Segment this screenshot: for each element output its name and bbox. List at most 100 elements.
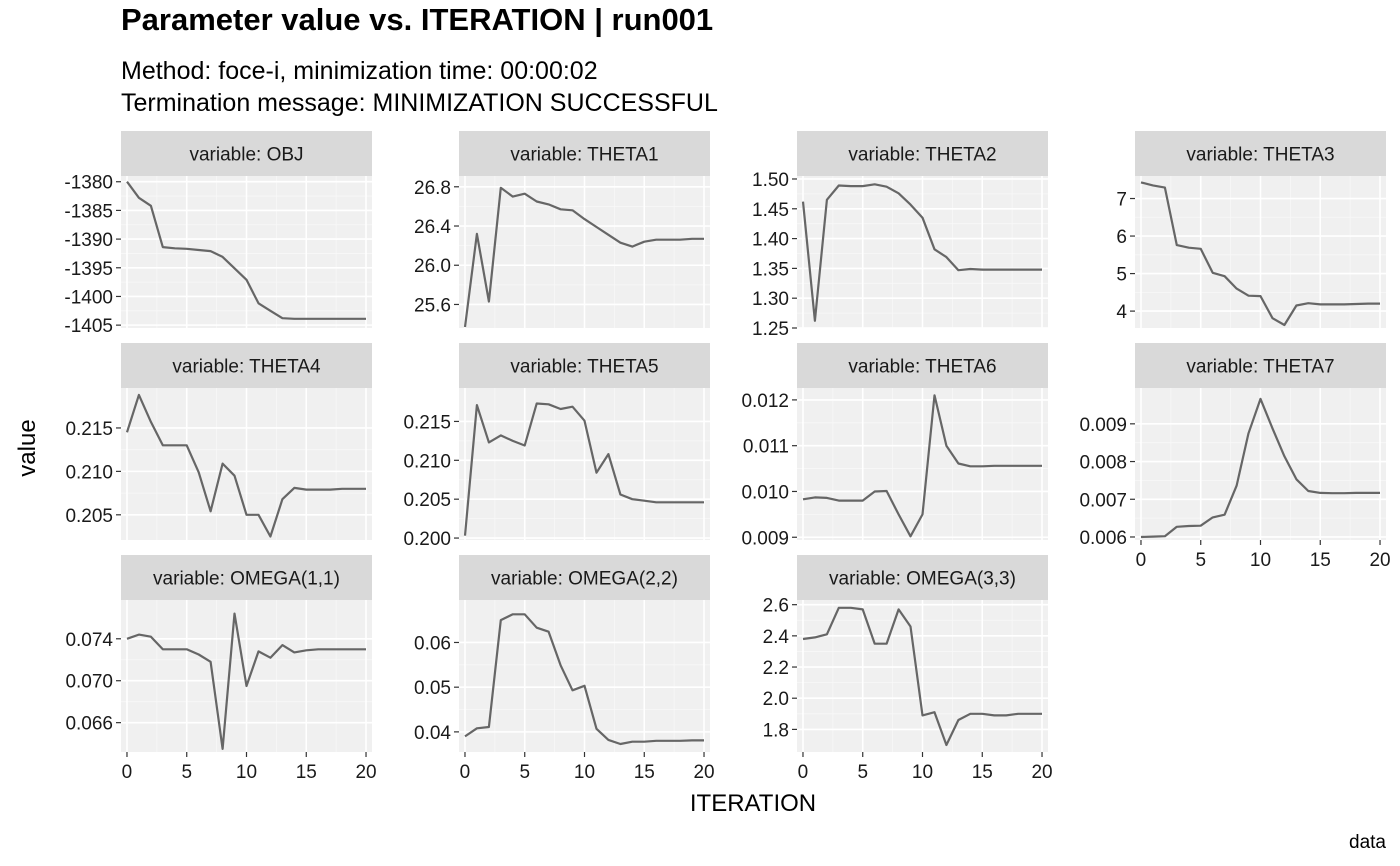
y-tick-label: 1.30 — [752, 289, 789, 310]
series-line — [125, 393, 366, 538]
y-axis-label: value — [14, 419, 41, 477]
y-tick-label: 26.4 — [414, 217, 451, 238]
facet-strip — [121, 343, 372, 388]
facet-strip-label: variable: THETA4 — [172, 357, 321, 378]
series-line — [801, 183, 1042, 322]
y-tick-label: 1.35 — [752, 259, 789, 280]
y-tick-label: 26.0 — [414, 256, 451, 277]
chart-subtitle: Method: foce-i, minimization time: 00:00… — [121, 55, 718, 119]
x-tick-label: 5 — [181, 762, 192, 783]
y-tick-label: 0.010 — [741, 482, 789, 503]
x-tick-label: 10 — [912, 762, 933, 783]
y-tick-label: 1.25 — [752, 319, 789, 340]
y-tick-label: 0.074 — [65, 630, 113, 651]
x-tick-label: 15 — [296, 762, 317, 783]
series-line — [464, 613, 704, 746]
series-line — [126, 181, 366, 320]
facet-strip-label: variable: THETA1 — [510, 145, 658, 166]
facet-panel: variable: OMEGA(2,2) 0.04 0.05 0.06 0 5 10 15 20 — [414, 555, 715, 783]
y-tick-label: 0.012 — [741, 391, 789, 412]
y-tick-label: 0.006 — [1079, 528, 1127, 549]
y-tick-label: 1.45 — [752, 200, 789, 221]
y-tick-label: 7 — [1116, 190, 1127, 211]
x-tick-label: 15 — [1310, 550, 1331, 571]
x-tick-label: 20 — [693, 762, 714, 783]
y-tick-label: 6 — [1116, 227, 1127, 248]
series-line — [802, 394, 1042, 538]
y-tick-label: -1400 — [64, 287, 113, 308]
y-tick-label: 0.070 — [65, 672, 113, 693]
facet-panel: variable: THETA4 0.205 0.210 0.215 — [65, 343, 372, 540]
facet-strip — [797, 131, 1048, 176]
y-tick-label: -1390 — [64, 230, 113, 251]
y-tick-label: 0.05 — [414, 678, 451, 699]
facet-panel: variable: OMEGA(1,1) 0.066 0.070 0.074 0 5 10 1… — [65, 555, 377, 783]
facet-panel: variable: THETA1 25.6 26.0 26.4 26.8 — [414, 131, 710, 328]
y-tick-label: 1.50 — [752, 170, 789, 191]
facet-strip-label: variable: THETA7 — [1186, 357, 1334, 378]
facet-strip-label: variable: OMEGA(3,3) — [829, 569, 1016, 590]
y-tick-label: 2.0 — [763, 689, 789, 710]
x-tick-label: 10 — [1250, 550, 1271, 571]
facet-strip-label: variable: OMEGA(2,2) — [491, 569, 678, 590]
facet-strip — [121, 131, 372, 176]
x-tick-label: 5 — [519, 762, 530, 783]
y-tick-label: 4 — [1116, 302, 1127, 323]
facet-strip — [797, 555, 1048, 600]
series-line — [463, 186, 704, 328]
y-tick-label: -1380 — [64, 173, 113, 194]
facet-panel: variable: THETA5 0.200 0.205 0.210 0.215 — [403, 343, 710, 550]
x-tick-label: 0 — [1136, 550, 1147, 571]
y-tick-label: 0.210 — [65, 462, 113, 483]
y-tick-label: 1.40 — [752, 230, 789, 251]
facet-panel: variable: THETA2 1.25 1.30 1.35 1.40 1.45 1.50 — [752, 131, 1048, 340]
facet-strip — [1135, 343, 1386, 388]
y-tick-label: 2.2 — [763, 658, 789, 679]
facet-strip — [459, 131, 710, 176]
facet-strip-label: variable: OMEGA(1,1) — [153, 569, 340, 590]
facet-panel: variable: OMEGA(3,3) 1.8 2.0 2.2 2.4 2.6 0 5 10 1… — [763, 555, 1053, 783]
y-tick-label: 2.4 — [763, 627, 790, 648]
caption: data — [1349, 832, 1386, 853]
y-tick-label: 2.6 — [763, 596, 789, 617]
x-tick-label: 0 — [122, 762, 133, 783]
series-line — [126, 612, 366, 751]
x-tick-label: 20 — [1031, 762, 1052, 783]
facet-strip — [797, 343, 1048, 388]
series-line — [463, 402, 704, 536]
series-line — [802, 606, 1042, 747]
y-tick-label: 0.011 — [743, 437, 789, 458]
facet-strip-label: variable: THETA2 — [848, 145, 996, 166]
y-tick-label: 0.215 — [403, 412, 451, 433]
y-tick-label: 0.066 — [65, 714, 113, 735]
x-tick-label: 0 — [460, 762, 471, 783]
y-tick-label: 0.009 — [741, 528, 789, 549]
x-tick-label: 20 — [355, 762, 376, 783]
y-tick-label: 0.205 — [65, 506, 113, 527]
facet-strip — [121, 555, 372, 600]
y-tick-label: 0.210 — [403, 451, 451, 472]
y-tick-label: -1385 — [64, 201, 113, 222]
subtitle-line-termination: Termination message: MINIMIZATION SUCCES… — [121, 89, 718, 117]
x-tick-label: 10 — [236, 762, 257, 783]
y-tick-label: 0.205 — [403, 490, 451, 511]
facet-strip-label: variable: OBJ — [189, 145, 303, 166]
facet-panel: variable: THETA6 0.009 0.010 0.011 0.012 — [741, 343, 1048, 549]
facet-strip-label: variable: THETA5 — [510, 357, 658, 378]
facet-strip — [1135, 131, 1386, 176]
y-tick-label: 0.215 — [65, 419, 113, 440]
facet-panel: variable: THETA3 4 5 6 7 — [1116, 131, 1386, 328]
y-tick-label: 0.008 — [1079, 453, 1127, 474]
y-tick-label: 5 — [1116, 265, 1127, 286]
y-tick-label: 26.8 — [414, 178, 451, 199]
x-tick-label: 20 — [1369, 550, 1390, 571]
x-tick-label: 10 — [574, 762, 595, 783]
y-tick-label: 0.200 — [403, 529, 451, 550]
y-tick-label: 0.04 — [414, 723, 451, 744]
y-tick-label: 0.007 — [1079, 490, 1127, 511]
chart-title: Parameter value vs. ITERATION | run001 — [121, 2, 714, 37]
y-tick-label: 1.8 — [763, 720, 789, 741]
y-tick-label: 0.06 — [414, 633, 451, 654]
facet-panel: variable: THETA7 0.006 0.007 0.008 0.009 0 5 10… — [1079, 343, 1391, 571]
